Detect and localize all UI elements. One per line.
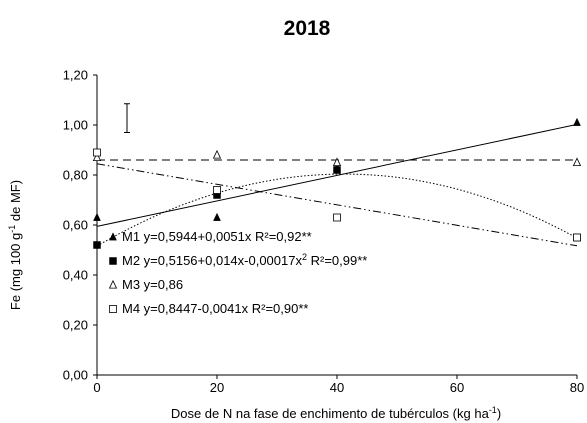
point-m3 — [212, 149, 222, 159]
y-axis-title-suffix: de MF) — [8, 180, 23, 225]
y-tick-label: 0,80 — [63, 168, 88, 183]
axes: 0,00 0,20 0,40 0,60 0,80 1,00 1,20 0 20 40 60 80 — [63, 68, 585, 396]
point-m1 — [213, 212, 221, 221]
point-m1 — [573, 117, 581, 126]
legend-series-name: M4 — [122, 301, 144, 316]
fit-line-m1 — [96, 123, 578, 227]
legend-equation: y=0,8447-0,0041x R²=0,90** — [144, 301, 309, 316]
legend-marker-m2 — [109, 257, 117, 265]
legend-series-name: M1 — [122, 229, 144, 244]
point-m3 — [572, 157, 582, 167]
data-points — [92, 117, 582, 249]
x-axis-title-suffix: ) — [497, 406, 501, 421]
legend-entry-m2: M2 y=0,5156+0,014x-0,00017x2 R²=0,99** — [122, 252, 367, 268]
x-tick-label: 60 — [450, 380, 464, 395]
legend: M1 y=0,5944+0,0051x R²=0,92**M2 y=0,5156… — [108, 229, 367, 316]
y-tick-label: 0,40 — [63, 268, 88, 283]
legend-equation-sup: 2 — [302, 252, 307, 262]
point-m4 — [573, 233, 581, 242]
point-m3 — [92, 152, 102, 162]
y-axis-title-sup: -1 — [7, 225, 17, 233]
legend-entry-m4: M4 y=0,8447-0,0041x R²=0,90** — [122, 301, 308, 316]
fit-lines — [96, 123, 578, 247]
x-tick-label: 80 — [570, 380, 584, 395]
point-m3 — [332, 157, 342, 167]
point-m4 — [333, 213, 341, 222]
x-tick-label: 40 — [330, 380, 344, 395]
fit-line-m4 — [96, 163, 578, 247]
legend-equation: y=0,5156+0,014x-0,00017x — [144, 253, 303, 268]
point-m4 — [213, 186, 221, 194]
x-tick-label: 0 — [93, 380, 100, 395]
x-axis-title-sup: -1 — [489, 405, 497, 415]
x-axis-title: Dose de N na fase de enchimento de tubér… — [171, 405, 501, 421]
chart-title: 2018 — [284, 17, 331, 40]
legend-marker-m1 — [109, 232, 117, 241]
legend-series-name: M2 — [122, 253, 144, 268]
legend-entry-m3: M3 y=0,86 — [122, 277, 183, 292]
legend-equation: y=0,86 — [144, 277, 183, 292]
point-m1 — [93, 212, 101, 221]
svg-text:Fe (mg 100 g-1 de MF): Fe (mg 100 g-1 de MF) — [7, 180, 23, 310]
y-tick-label: 1,20 — [63, 68, 88, 83]
legend-equation-tail: R²=0,99** — [307, 253, 367, 268]
legend-series-name: M3 — [122, 277, 144, 292]
legend-marker-m3 — [108, 279, 118, 289]
legend-entry-m1: M1 y=0,5944+0,0051x R²=0,92** — [122, 229, 312, 244]
legend-equation: y=0,5944+0,0051x R²=0,92** — [144, 229, 312, 244]
point-m4 — [93, 148, 101, 157]
y-tick-label: 0,20 — [63, 318, 88, 333]
x-tick-label: 20 — [210, 380, 224, 395]
fit-line-m2 — [96, 173, 578, 247]
legend-marker-m4 — [109, 305, 117, 313]
x-axis-title-prefix: Dose de N na fase de enchimento de tubér… — [171, 406, 490, 421]
y-axis-title-prefix: Fe (mg 100 g — [8, 233, 23, 310]
point-m2 — [333, 166, 341, 174]
y-axis-title: Fe (mg 100 g-1 de MF) — [7, 180, 23, 310]
y-tick-label: 0,60 — [63, 218, 88, 233]
y-tick-label: 0,00 — [63, 368, 88, 383]
point-m2 — [93, 241, 101, 249]
y-tick-label: 1,00 — [63, 118, 88, 133]
